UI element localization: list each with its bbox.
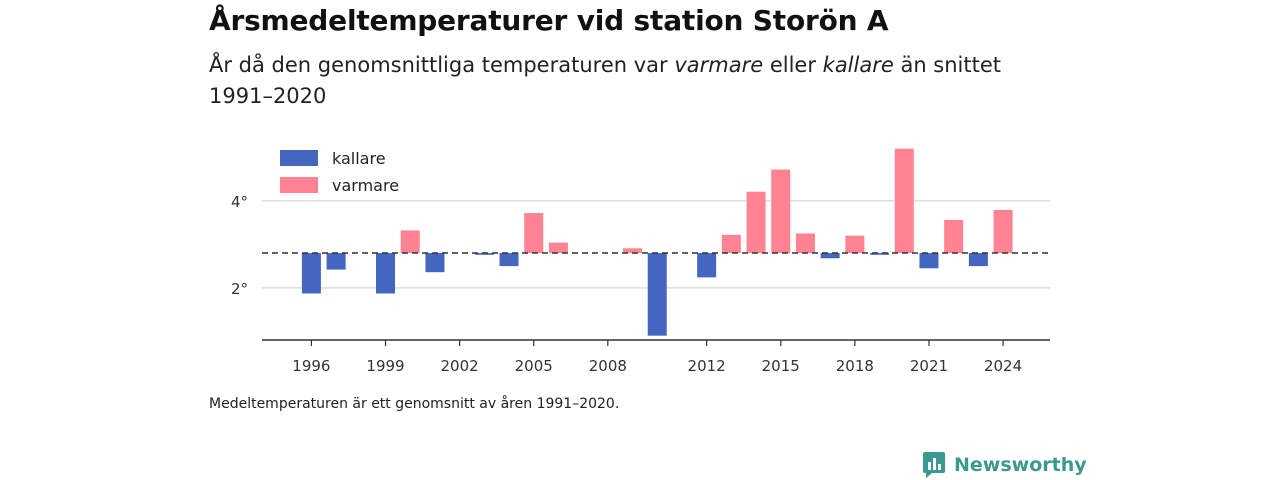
bar-varmare-2005 — [524, 213, 544, 254]
y-tick-label: 2° — [231, 280, 248, 298]
bar-varmare-2018 — [845, 235, 865, 254]
bar-varmare-2015 — [771, 169, 791, 254]
chart-subtitle: År då den genomsnittliga temperaturen va… — [209, 50, 1029, 112]
x-tick-label: 2021 — [910, 357, 948, 375]
footnote: Medeltemperaturen är ett genomsnitt av å… — [209, 396, 620, 412]
bar-varmare-2024 — [993, 210, 1013, 254]
subtitle-text-1: År då den genomsnittliga temperaturen va… — [209, 53, 675, 77]
bar-kallare-2001 — [425, 253, 445, 273]
bar-chart: 2° 4° 1996 1999 2002 2005 2008 2012 2015 2018 2021… — [231, 148, 1050, 375]
bar-varmare-2009 — [623, 248, 643, 254]
bar-kallare-2004 — [499, 253, 519, 267]
bar-kallare-2021 — [919, 253, 939, 269]
bar-kallare-2010 — [647, 253, 667, 336]
bar-kallare-1997 — [326, 253, 346, 270]
bar-kallare-2012 — [697, 253, 717, 278]
bar-kallare-2017 — [820, 253, 840, 259]
bar-varmare-2000 — [400, 230, 420, 254]
bar-varmare-2014 — [746, 191, 766, 254]
bar-varmare-2006 — [548, 242, 568, 254]
x-tick-label: 2012 — [688, 357, 726, 375]
subtitle-text-2: eller — [763, 53, 823, 77]
legend-swatch-kallare — [280, 150, 318, 166]
newsworthy-logo-icon — [923, 452, 945, 478]
subtitle-warm-word: varmare — [674, 53, 764, 77]
x-tick-label: 2005 — [515, 357, 553, 375]
x-tick-label: 1996 — [292, 357, 330, 375]
bar-kallare-2003 — [474, 253, 494, 255]
bar-kallare-1996 — [301, 253, 321, 294]
subtitle-cold-word: kallare — [822, 53, 894, 77]
bar-varmare-2020 — [894, 148, 914, 254]
x-tick-label: 2024 — [984, 357, 1022, 375]
bar-varmare-2016 — [795, 233, 815, 254]
x-tick-label: 1999 — [366, 357, 404, 375]
bar-kallare-2023 — [968, 253, 988, 267]
brand-name: Newsworthy — [954, 454, 1087, 476]
bar-varmare-2022 — [944, 220, 964, 254]
x-tick-label: 2018 — [836, 357, 874, 375]
y-tick-label: 4° — [231, 193, 248, 211]
bar-kallare-2019 — [870, 253, 890, 255]
chart-title: Årsmedeltemperaturer vid station Storön … — [209, 4, 889, 37]
x-tick-label: 2008 — [589, 357, 627, 375]
legend-swatch-varmare — [280, 177, 318, 193]
bar-varmare-2013 — [721, 234, 741, 254]
brand-logo[interactable]: Newsworthy — [922, 451, 1087, 479]
x-tick-label: 2002 — [441, 357, 479, 375]
legend-label-varmare: varmare — [332, 176, 399, 195]
legend-label-kallare: kallare — [332, 149, 386, 168]
x-tick-label: 2015 — [762, 357, 800, 375]
subtitle-text-3: än snittet 1991–2020 — [209, 53, 1002, 108]
bar-kallare-1999 — [376, 253, 396, 294]
